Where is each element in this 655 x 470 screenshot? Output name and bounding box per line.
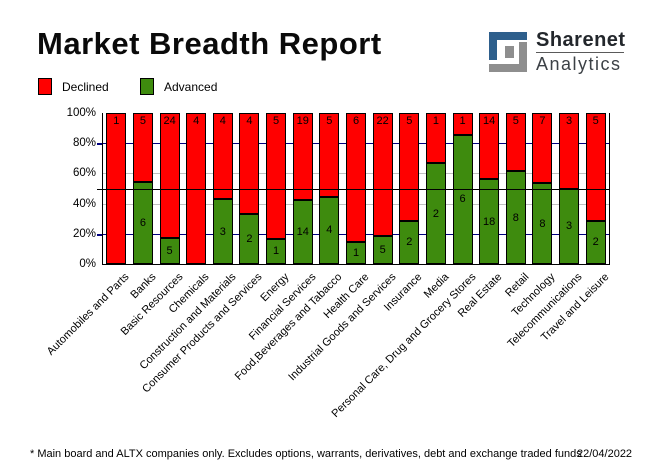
bar-declined-segment: 5 [132,113,153,182]
bar-advanced-segment: 2 [399,220,420,264]
bar-declined-segment: 5 [266,113,287,239]
declined-value-label: 5 [273,115,280,127]
bar-declined-segment: 19 [292,113,313,200]
bar-advanced-segment: 1 [346,242,366,264]
advanced-value-label: 1 [273,245,280,258]
bar-declined-segment: 1 [452,113,473,135]
bar-advanced-segment: 2 [585,220,606,264]
bar-advanced-segment: 4 [319,196,340,264]
bar-declined-segment: 5 [505,113,526,172]
bar-declined-segment: 4 [239,113,260,214]
advanced-value-label: 18 [483,215,496,228]
fifty-percent-line [97,188,609,190]
bar-declined-segment: 5 [585,113,606,221]
declined-value-label: 1 [432,115,439,127]
declined-value-label: 1 [459,115,466,127]
declined-value-label: 3 [565,115,573,127]
report-date: 22/04/2022 [577,448,633,460]
y-tick-mark [97,233,102,236]
advanced-value-label: 8 [539,217,546,230]
advanced-value-label: 1 [352,247,360,260]
legend-item-advanced: Advanced [140,78,217,95]
legend-item-declined: Declined [38,78,109,95]
advanced-value-label: 2 [406,236,413,249]
advanced-value-label: 5 [166,244,173,257]
y-tick-mark [97,143,102,146]
advanced-value-label: 6 [459,193,466,206]
bar-advanced-segment: 2 [239,213,260,264]
declined-value-label: 6 [352,115,360,127]
declined-value-label: 5 [326,115,333,127]
advanced-value-label: 2 [592,236,599,249]
logo-brand-sub: Analytics [536,53,622,74]
advanced-value-label: 3 [219,225,226,238]
bar-advanced-segment: 3 [212,199,233,264]
bar-advanced-segment: 5 [372,236,393,264]
bar-declined-segment: 24 [159,113,180,238]
declined-swatch-icon [38,78,52,95]
declined-value-label: 5 [592,115,599,127]
declined-value-label: 19 [296,115,309,127]
bar-advanced-segment: 5 [159,237,180,264]
y-tick-label: 60% [72,167,96,180]
legend-label-advanced: Advanced [164,79,218,94]
advanced-value-label: 2 [246,232,253,245]
declined-value-label: 5 [406,115,413,127]
bar-advanced-segment: 8 [532,183,553,264]
declined-value-label: 7 [539,115,546,127]
y-tick-label: 40% [72,197,96,210]
declined-value-label: 1 [113,115,120,127]
declined-value-label: 4 [219,115,226,127]
bar-declined-segment: 14 [479,113,500,180]
declined-value-label: 5 [512,115,519,127]
declined-value-label: 24 [163,115,176,127]
bar-advanced-segment: 3 [559,188,580,264]
advanced-value-label: 6 [139,216,146,229]
bar-declined-segment: 1 [425,113,446,164]
advanced-value-label: 14 [296,225,309,238]
advanced-value-label: 3 [565,220,573,233]
bar-advanced-segment: 14 [292,199,313,264]
footnote: * Main board and ALTX companies only. Ex… [30,448,582,460]
bar-advanced-segment: 6 [452,134,473,264]
bar-declined-segment: 6 [346,113,366,243]
bar-declined-segment: 5 [399,113,420,221]
declined-value-label: 4 [246,115,253,127]
y-tick-label: 80% [72,137,96,150]
logo-divider [536,51,624,53]
sharenet-logo: Sharenet Analytics [487,29,637,73]
bar-declined-segment: 4 [212,113,233,200]
y-tick-label: 20% [72,227,96,240]
advanced-value-label: 2 [432,207,439,220]
advanced-value-label: 8 [512,211,519,224]
page-title: Market Breadth Report [37,26,382,61]
sharenet-logo-icon [489,32,527,72]
bar-declined-segment: 7 [532,113,553,184]
declined-value-label: 14 [483,115,496,127]
declined-value-label: 4 [193,115,200,127]
bar-advanced-segment: 8 [505,171,526,264]
declined-value-label: 5 [139,115,146,127]
y-tick-label: 100% [66,107,96,119]
legend-label-declined: Declined [62,79,109,94]
advanced-value-label: 4 [326,224,333,237]
advanced-swatch-icon [140,78,154,95]
plot-area: 1 5 6 24 5 4 4 3 4 2 5 1 19 14 5 4 6 1 22 5 5 2 1 2 1 6 14 18 5 8 7 8 3 3… [102,113,610,265]
bar-advanced-segment: 1 [266,238,287,264]
bar-advanced-segment: 2 [425,163,446,264]
bar-advanced-segment: 18 [479,179,500,264]
y-tick-label: 0% [79,258,96,270]
bar-declined-segment: 22 [372,113,393,237]
advanced-value-label: 5 [379,244,386,256]
logo-text: Sharenet Analytics [536,30,626,73]
bar-declined-segment: 3 [559,113,580,189]
logo-brand-name: Sharenet [536,28,626,51]
declined-value-label: 22 [376,115,389,127]
bar-declined-segment: 5 [319,113,340,197]
bar-advanced-segment: 6 [132,181,153,264]
